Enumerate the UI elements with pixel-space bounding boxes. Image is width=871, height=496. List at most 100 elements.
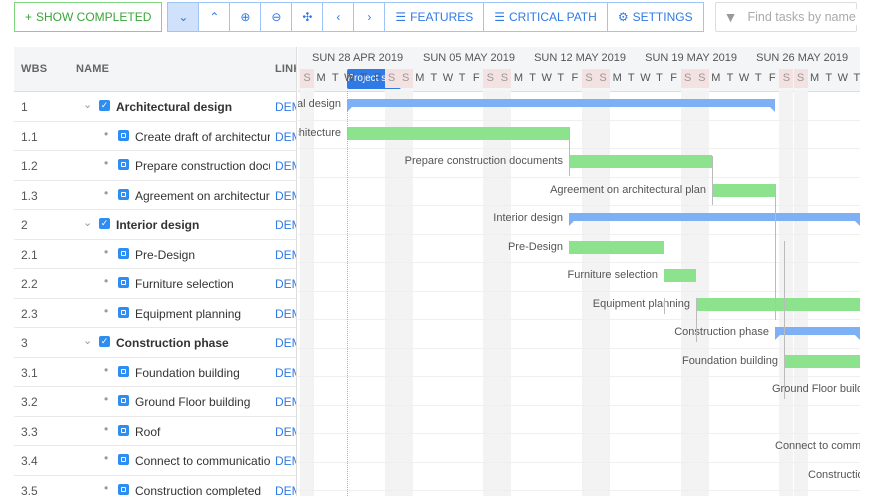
link-cell[interactable]: DEM [275,277,296,291]
expand-all-button[interactable]: ⌄ [167,2,200,32]
next-button[interactable]: › [353,2,386,32]
collapse-all-button[interactable]: ⌃ [198,2,231,32]
table-row[interactable]: 3.3 • Roof DEM [14,417,296,446]
table-row[interactable]: 1.3 • Agreement on architectural plan DEM [14,181,296,210]
dependency-link[interactable] [569,127,570,176]
collapse-chevron-icon[interactable]: ⌄ [83,99,93,111]
wbs-cell: 3.5 [21,483,38,496]
wbs-cell: 3.2 [21,395,38,409]
wbs-cell: 1.1 [21,129,38,144]
zoom-to-fit-button[interactable]: ✣ [291,2,324,32]
day-label: M [415,72,425,84]
collapse-chevron-icon[interactable]: ⌄ [83,335,93,347]
wbs-cell: 3.3 [21,424,38,439]
weekend-column [680,91,695,496]
link-cell[interactable]: DEM [275,247,296,262]
timeline-header: Project start SUN 28 APR 2019 SUN 05 MAY … [298,47,860,92]
link-cell[interactable]: DEM [275,188,296,203]
task-bar[interactable] [664,269,696,282]
zoom-out-button[interactable]: ⊖ [260,2,293,32]
day-label: W [541,72,552,84]
show-completed-button[interactable]: + SHOW COMPLETED [14,2,163,32]
task-name-cell: Equipment planning [135,306,242,321]
dependency-link[interactable] [696,298,697,342]
summary-row[interactable]: 3 ⌄ ✓ Construction phase DEM [14,328,296,358]
table-row[interactable]: 1.2 • Prepare construction documents DEM [14,151,296,181]
column-header-name[interactable]: NAME [76,63,110,75]
summary-bar[interactable] [569,213,860,226]
dependency-link[interactable] [712,156,713,205]
table-row[interactable]: 1.1 • Create draft of architecture DEM [14,122,296,151]
week-label: SUN 28 APR 2019 [312,52,404,64]
table-row[interactable]: 2.3 • Equipment planning DEM [14,299,296,328]
task-bar[interactable] [696,297,860,311]
task-name-cell: Furniture selection [135,277,234,291]
task-bar[interactable] [347,126,569,140]
dependency-link[interactable] [664,298,665,314]
table-row[interactable]: 3.4 • Connect to communication DEM [14,446,296,476]
task-icon [118,159,129,170]
dependency-link[interactable] [784,241,785,399]
bar-label: Agreement on architectural plan [550,183,706,196]
link-cell[interactable]: DEM [275,306,296,321]
bullet-icon: • [104,303,109,318]
checkbox-icon[interactable]: ✓ [99,100,110,111]
features-label: FEATURES [410,10,474,24]
weekend-day-label: S [779,69,794,88]
task-grid: WBS NAME LINK 1 ⌄ ✓ Architectural design DEM… [14,47,297,496]
weekend-column [384,91,399,496]
day-label: T [627,72,635,84]
critical-path-button[interactable]: ☰ CRITICAL PATH [483,2,608,32]
day-label: T [853,72,860,84]
day-label: T [557,72,565,84]
column-header-link[interactable]: LINK [275,63,296,75]
day-label: T [458,72,466,84]
wbs-cell: 1.3 [21,188,38,203]
task-bar[interactable] [569,240,664,254]
link-cell[interactable]: DEM [275,218,296,232]
task-bar[interactable] [712,183,775,197]
table-row[interactable]: 3.2 • Ground Floor building DEM [14,387,296,417]
link-cell[interactable]: DEM [275,336,296,350]
weekend-column [398,91,413,496]
dependency-link[interactable] [775,184,776,320]
wbs-cell: 1.2 [21,159,38,173]
table-row[interactable]: 3.5 • Construction completed DEM [14,476,296,496]
link-cell[interactable]: DEM [275,100,296,114]
table-row[interactable]: 2.2 • Furniture selection DEM [14,269,296,299]
collapse-chevron-icon[interactable]: ⌄ [83,217,93,229]
settings-label: SETTINGS [632,10,693,24]
task-bar[interactable] [569,155,712,168]
settings-button[interactable]: ⚙ SETTINGS [606,2,704,32]
plus-icon: + [25,10,33,24]
summary-row[interactable]: 1 ⌄ ✓ Architectural design DEM [14,92,296,122]
link-cell[interactable]: DEM [275,395,296,409]
bullet-icon: • [104,244,109,259]
table-row[interactable]: 3.1 • Foundation building DEM [14,358,296,387]
weekend-day-label: S [483,69,498,88]
link-cell[interactable]: DEM [275,129,296,144]
summary-bar[interactable] [775,327,860,340]
summary-bar[interactable] [347,99,775,112]
link-cell[interactable]: DEM [275,483,296,496]
bullet-icon: • [104,480,109,495]
link-cell[interactable]: DEM [275,365,296,380]
link-cell[interactable]: DEM [275,159,296,173]
link-cell[interactable]: DEM [275,424,296,439]
zoom-in-button[interactable]: ⊕ [229,2,262,32]
weekend-column [300,91,315,496]
column-header-wbs[interactable]: WBS [21,63,48,75]
summary-row[interactable]: 2 ⌄ ✓ Interior design DEM [14,210,296,240]
previous-button[interactable]: ‹ [322,2,355,32]
filter-icon: ▼ [723,9,738,25]
checkbox-icon[interactable]: ✓ [99,218,110,229]
day-label: F [768,72,776,84]
weekend-day-label: S [582,69,596,88]
features-button[interactable]: ☰ FEATURES [384,2,485,32]
table-row[interactable]: 2.1 • Pre-Design DEM [14,240,296,269]
row-divider [298,205,860,206]
link-cell[interactable]: DEM [275,454,296,468]
search-input[interactable] [745,9,860,25]
checkbox-icon[interactable]: ✓ [99,336,110,347]
task-bar[interactable] [784,354,860,368]
